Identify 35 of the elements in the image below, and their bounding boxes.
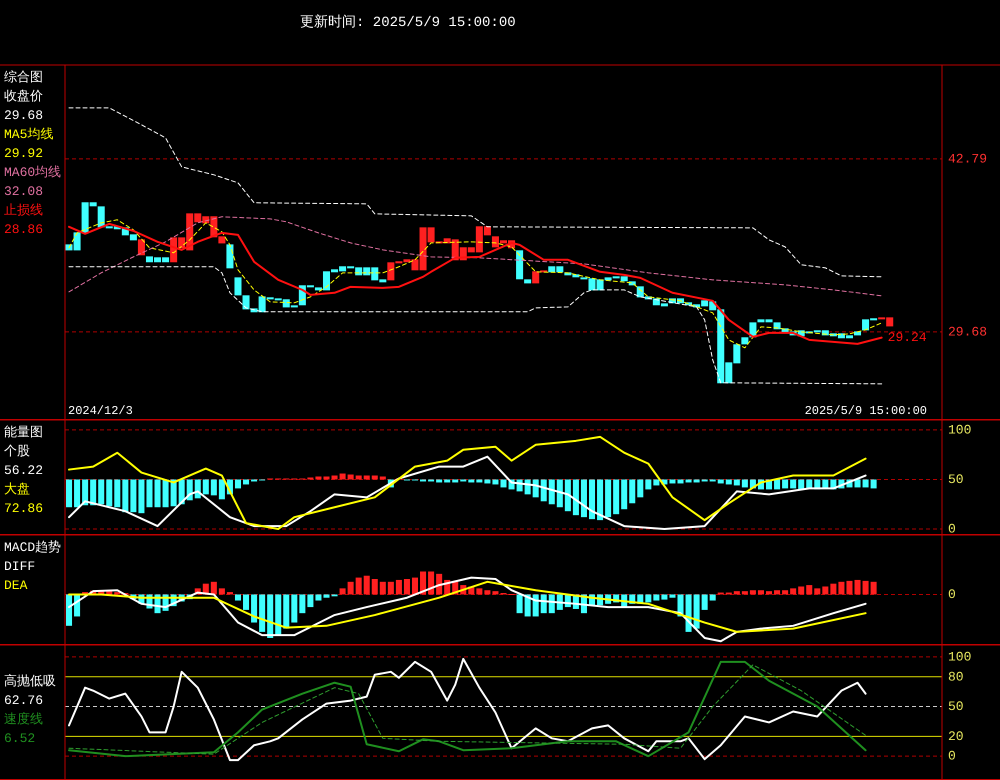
text: MA60均线 — [4, 165, 62, 180]
data-label: 29.24 — [888, 330, 927, 346]
chart-subtitle: 更新时间: 2025/5/9 15:00:00 — [300, 14, 516, 31]
text: 6.52 — [4, 731, 36, 746]
text: DEA — [4, 578, 28, 593]
text: 56.22 — [4, 463, 44, 478]
y-tick-label: 100 — [948, 649, 972, 664]
y-tick-label: 42.79 — [948, 151, 988, 166]
text: 收盘价 — [4, 89, 43, 104]
chart-title: MACD趋势 — [4, 540, 62, 555]
text: 29.92 — [4, 146, 44, 161]
text: 32.08 — [4, 184, 44, 199]
annotation: 2025/5/9 15:00:00 — [804, 404, 927, 418]
text: 速度线 — [4, 711, 43, 727]
y-tick-label: 29.68 — [948, 324, 988, 340]
y-tick-label: 0 — [948, 748, 956, 764]
text: MA5均线 — [4, 127, 54, 142]
text: 个股 — [4, 444, 30, 459]
annotation: 2024/12/3 — [68, 404, 133, 418]
y-tick-label: 0 — [948, 522, 956, 537]
text: 高抛低吸 — [4, 673, 56, 689]
text: 止损线 — [4, 203, 43, 218]
y-tick-label: 50 — [948, 472, 964, 487]
y-tick-label: 80 — [948, 669, 964, 684]
text: 62.76 — [4, 693, 44, 708]
text: 72.86 — [4, 501, 44, 516]
y-tick-label: 100 — [948, 422, 972, 438]
y-tick-label: 20 — [948, 728, 964, 744]
y-tick-label: 50 — [948, 699, 964, 714]
text: 大盘 — [4, 482, 30, 497]
chart-title: 能量图 — [4, 425, 43, 440]
text: 29.68 — [4, 108, 44, 123]
chart-title: 综合图 — [4, 70, 43, 85]
text: DIFF — [4, 559, 36, 574]
text: 28.86 — [4, 222, 44, 237]
